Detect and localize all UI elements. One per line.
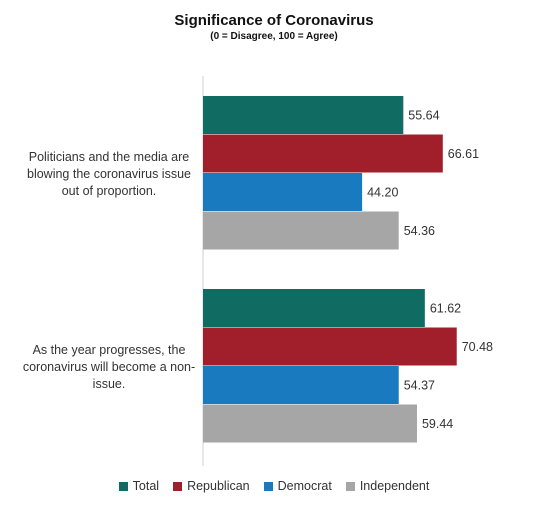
data-label-total-0: 55.64 — [408, 109, 439, 123]
bar-republican-1 — [203, 327, 457, 366]
bar-independent-1 — [203, 404, 417, 443]
chart-subtitle: (0 = Disagree, 100 = Agree) — [210, 31, 338, 42]
legend-swatch-democrat — [263, 481, 273, 491]
data-label-republican-1: 70.48 — [462, 340, 493, 354]
legend-label-total: Total — [132, 479, 160, 493]
bar-democrat-1 — [203, 366, 399, 404]
data-label-republican-0: 66.61 — [448, 147, 479, 161]
category-label-proportion: Politicians and the media are blowing th… — [27, 150, 191, 198]
legend-swatch-republican — [173, 481, 183, 491]
legend-label-independent: Independent — [359, 479, 430, 493]
data-label-independent-0: 54.36 — [404, 224, 435, 238]
category-label-non-issue: As the year progresses, the coronavirus … — [22, 343, 196, 391]
data-label-independent-1: 59.44 — [422, 417, 453, 431]
bar-total-0 — [203, 96, 404, 134]
legend-label-republican: Republican — [187, 479, 250, 493]
bar-democrat-0 — [203, 173, 363, 211]
legend-swatch-independent — [345, 481, 355, 491]
chart-legend: Total Republican Democrat Independent — [0, 479, 548, 493]
bar-republican-0 — [203, 134, 443, 173]
legend-item-independent: Independent — [345, 479, 430, 493]
data-label-democrat-0: 44.20 — [367, 186, 398, 200]
legend-swatch-total — [118, 481, 128, 491]
legend-label-democrat: Democrat — [277, 479, 332, 493]
data-label-total-1: 61.62 — [430, 302, 461, 316]
legend-item-total: Total — [118, 479, 160, 493]
bar-independent-0 — [203, 211, 399, 250]
legend-item-democrat: Democrat — [263, 479, 332, 493]
bar-total-1 — [203, 289, 425, 327]
legend-item-republican: Republican — [173, 479, 250, 493]
data-label-democrat-1: 54.37 — [404, 379, 435, 393]
chart-title: Significance of Coronavirus — [174, 12, 374, 29]
